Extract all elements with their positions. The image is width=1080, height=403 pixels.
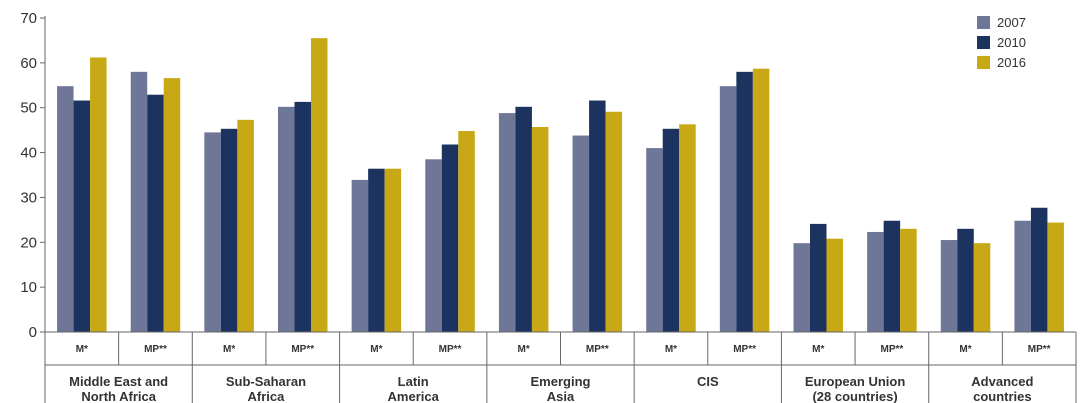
bar-2007: [351, 179, 369, 332]
x-group-label: Latin: [398, 374, 429, 389]
bar-2010: [441, 144, 459, 332]
x-group-label: Middle East and: [69, 374, 168, 389]
legend-swatch-2010: [977, 36, 990, 49]
bar-2016: [311, 38, 328, 332]
bar-2007: [793, 243, 810, 332]
bar-2007: [278, 106, 295, 333]
x-subcategory-label: M*: [223, 344, 235, 355]
y-tick-label: 40: [20, 145, 37, 162]
bar-2007: [867, 231, 884, 332]
bar-2016: [1047, 222, 1064, 332]
bar-2016: [752, 68, 770, 332]
bar-2016: [605, 111, 623, 332]
x-subcategory-label: M*: [76, 344, 88, 355]
bar-2007: [425, 159, 442, 332]
bar-2010: [515, 106, 532, 333]
y-tick-label: 0: [29, 324, 37, 341]
legend-label: 2016: [997, 55, 1026, 70]
x-group-label: countries: [973, 389, 1032, 403]
x-group-label: European Union: [805, 374, 905, 389]
bar-2010: [810, 223, 827, 332]
x-subcategory-label: M*: [370, 344, 382, 355]
x-group-label: Africa: [247, 389, 285, 403]
bar-2016: [384, 168, 402, 332]
y-axis: 0 10 20 30 40 50 60 70: [20, 10, 46, 341]
bar-2007: [130, 71, 148, 332]
x-subcategory-label: MP**: [291, 344, 314, 355]
bar-2010: [294, 101, 311, 332]
y-tick-label: 30: [20, 189, 37, 206]
x-subcategory-label: M*: [959, 344, 971, 355]
legend: 2007 2010 2016: [977, 15, 1026, 70]
x-subcategory-label: M*: [812, 344, 824, 355]
x-group-label: Advanced: [971, 374, 1033, 389]
bar-2016: [531, 127, 549, 332]
y-tick-label: 70: [20, 10, 37, 27]
bar-2016: [237, 119, 254, 332]
bar-2007: [1014, 220, 1031, 332]
bar-2007: [719, 86, 737, 332]
y-tick-label: 50: [20, 100, 37, 117]
bar-2007: [940, 240, 958, 332]
x-group-label: Sub-Saharan: [226, 374, 306, 389]
x-group-label: CIS: [697, 374, 719, 389]
bar-2010: [736, 71, 753, 332]
bar-2007: [572, 135, 590, 332]
x-group-label: Emerging: [531, 374, 591, 389]
x-subcategory-label: MP**: [880, 344, 903, 355]
x-group-label: North Africa: [81, 389, 156, 403]
y-tick-label: 10: [20, 279, 37, 296]
bar-2010: [73, 100, 91, 332]
x-group-label: Asia: [547, 389, 575, 403]
legend-label: 2010: [997, 35, 1026, 50]
legend-label: 2007: [997, 15, 1026, 30]
bar-2010: [957, 228, 974, 332]
y-tick-label: 60: [20, 55, 37, 72]
bar-2016: [826, 238, 843, 332]
x-group-label: America: [388, 389, 440, 403]
bar-2016: [900, 228, 917, 332]
bar-2010: [147, 94, 164, 332]
bar-2007: [498, 113, 516, 333]
bars: [57, 38, 1064, 333]
legend-swatch-2007: [977, 16, 990, 29]
bar-2010: [589, 100, 606, 332]
x-subcategory-label: MP**: [733, 344, 756, 355]
bar-2010: [220, 128, 238, 332]
bar-2016: [163, 78, 181, 332]
bar-2010: [883, 220, 901, 332]
x-subcategory-label: M*: [665, 344, 677, 355]
bar-2007: [57, 86, 74, 332]
bar-2007: [646, 148, 663, 332]
x-subcategory-label: MP**: [1028, 344, 1051, 355]
x-group-label: (28 countries): [812, 389, 897, 403]
x-subcategory-label: MP**: [586, 344, 609, 355]
bar-2010: [1030, 207, 1048, 332]
bar-2010: [662, 128, 680, 332]
bar-2016: [679, 124, 696, 332]
x-subcategory-label: MP**: [439, 344, 462, 355]
bar-2010: [368, 168, 385, 332]
legend-swatch-2016: [977, 56, 990, 69]
x-subcategory-label: M*: [518, 344, 530, 355]
y-tick-label: 20: [20, 234, 37, 251]
bar-2016: [973, 243, 991, 332]
bar-2016: [90, 57, 107, 333]
bar-2007: [204, 132, 221, 332]
x-subcategory-label: MP**: [144, 344, 167, 355]
bar-2016: [458, 131, 475, 332]
